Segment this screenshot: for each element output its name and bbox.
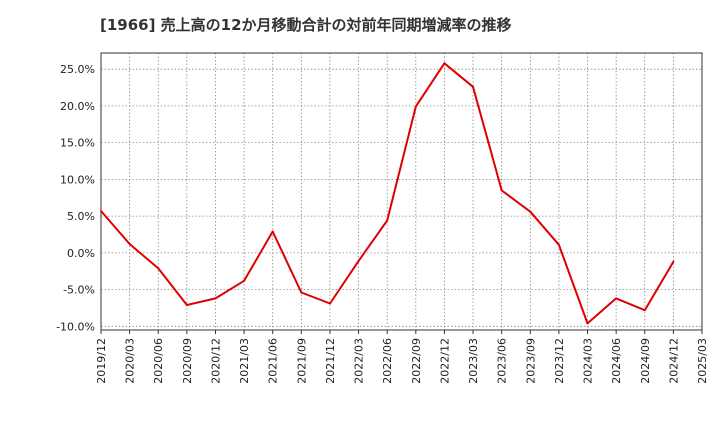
- plot-area: [101, 53, 702, 330]
- y-tick-label: 10.0%: [60, 173, 95, 186]
- data-point: [414, 105, 417, 108]
- data-point: [243, 279, 246, 282]
- data-point: [271, 230, 274, 233]
- data-point: [128, 243, 131, 246]
- x-tick-label: 2021/03: [238, 338, 251, 384]
- data-point: [529, 210, 532, 213]
- data-point: [300, 291, 303, 294]
- x-tick-label: 2024/09: [639, 338, 652, 384]
- data-point: [586, 322, 589, 325]
- plot-frame: [100, 52, 703, 331]
- x-tick-label: 2025/03: [696, 338, 709, 384]
- y-tick-label: 0.0%: [67, 247, 95, 260]
- data-point: [557, 243, 560, 246]
- data-point: [615, 297, 618, 300]
- chart-title: [1966] 売上高の12か月移動合計の対前年同期増減率の推移: [100, 16, 512, 34]
- x-tick-label: 2023/03: [467, 338, 480, 384]
- y-tick-label: 25.0%: [60, 63, 95, 76]
- y-tick-label: 15.0%: [60, 137, 95, 150]
- x-tick-label: 2020/06: [152, 338, 165, 384]
- x-tick-label: 2021/06: [267, 338, 280, 384]
- x-tick-label: 2021/12: [324, 338, 337, 384]
- x-tick-label: 2023/09: [524, 338, 537, 384]
- x-tick-label: 2020/12: [209, 338, 222, 384]
- x-tick-label: 2022/03: [353, 338, 366, 384]
- data-point: [643, 309, 646, 312]
- y-tick-label: -5.0%: [63, 284, 95, 297]
- x-tick-label: 2022/09: [410, 338, 423, 384]
- x-tick-label: 2021/09: [295, 338, 308, 384]
- data-point: [328, 302, 331, 305]
- x-tick-label: 2019/12: [95, 338, 108, 384]
- data-point: [672, 260, 675, 263]
- x-tick-label: 2020/03: [124, 338, 137, 384]
- data-point: [472, 85, 475, 88]
- x-tick-label: 2022/06: [381, 338, 394, 384]
- x-tick-label: 2024/12: [667, 338, 680, 384]
- data-point: [500, 189, 503, 192]
- x-tick-label: 2020/09: [181, 338, 194, 384]
- data-point: [185, 304, 188, 307]
- data-point: [214, 297, 217, 300]
- data-point: [386, 219, 389, 222]
- data-point: [157, 267, 160, 270]
- x-tick-label: 2024/06: [610, 338, 623, 384]
- data-point: [357, 259, 360, 262]
- x-tick-label: 2022/12: [438, 338, 451, 384]
- x-tick-label: 2023/12: [553, 338, 566, 384]
- y-tick-label: -10.0%: [56, 320, 95, 333]
- y-tick-label: 5.0%: [67, 210, 95, 223]
- data-point: [100, 209, 102, 212]
- x-tick-label: 2024/03: [582, 338, 595, 384]
- data-point: [443, 62, 446, 65]
- x-tick-label: 2023/06: [496, 338, 509, 384]
- y-tick-label: 20.0%: [60, 100, 95, 113]
